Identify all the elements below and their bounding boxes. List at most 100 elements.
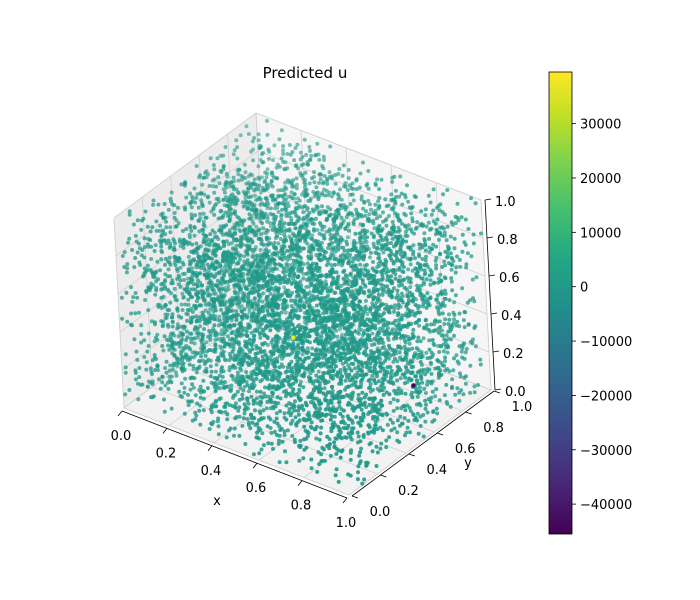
- scatter-point: [159, 241, 164, 246]
- scatter-point: [166, 207, 171, 212]
- scatter-point: [411, 327, 416, 332]
- scatter-point: [281, 323, 286, 328]
- scatter-point: [406, 245, 411, 250]
- scatter-point: [197, 319, 202, 324]
- scatter-point: [381, 322, 386, 327]
- scatter-point: [243, 236, 248, 241]
- scatter-point: [305, 277, 310, 282]
- scatter-point: [273, 245, 278, 250]
- scatter-point: [343, 181, 348, 186]
- scatter-point: [414, 346, 419, 351]
- scatter-point: [195, 291, 200, 296]
- scatter-point: [247, 310, 252, 315]
- scatter-point: [437, 208, 442, 213]
- scatter-point: [218, 246, 223, 251]
- scatter-point: [345, 242, 350, 247]
- scatter-point: [423, 207, 428, 212]
- scatter-point: [204, 366, 209, 371]
- scatter-point: [188, 355, 193, 360]
- scatter-point: [426, 327, 431, 332]
- scatter-point: [227, 233, 232, 238]
- scatter-point: [173, 241, 177, 246]
- scatter-point: [120, 254, 125, 258]
- scatter-point: [205, 349, 209, 354]
- scatter-point: [139, 331, 144, 336]
- scatter-point: [241, 388, 246, 393]
- scatter-point: [265, 250, 270, 255]
- scatter-point: [294, 214, 299, 219]
- scatter-point: [256, 175, 261, 180]
- scatter-point: [264, 295, 269, 299]
- scatter-point: [206, 172, 211, 177]
- scatter-point: [219, 286, 224, 291]
- scatter-point: [163, 278, 168, 283]
- scatter-point: [413, 256, 417, 261]
- scatter-point: [140, 382, 145, 387]
- scatter-point: [186, 403, 191, 408]
- scatter-point: [329, 311, 334, 316]
- scatter-point: [292, 271, 297, 276]
- scatter-point: [329, 263, 334, 268]
- scatter-point: [175, 276, 180, 281]
- scatter-point: [394, 242, 398, 247]
- scatter-point: [252, 136, 257, 140]
- scatter-point: [350, 289, 355, 294]
- scatter-point: [338, 368, 343, 372]
- scatter-point: [442, 393, 447, 398]
- scatter-point: [276, 250, 280, 255]
- scatter-point: [473, 201, 478, 206]
- scatter-point: [258, 197, 263, 202]
- scatter-point: [322, 158, 327, 162]
- scatter-point: [232, 148, 237, 153]
- scatter-point: [213, 203, 217, 208]
- scatter-point: [332, 291, 337, 295]
- scatter-point: [285, 166, 290, 171]
- scatter-point: [402, 372, 407, 377]
- scatter-point: [279, 156, 284, 161]
- scatter-point: [189, 399, 194, 404]
- scatter-point: [294, 176, 299, 181]
- scatter-point: [200, 343, 205, 348]
- scatter-point: [161, 238, 166, 243]
- scatter-point: [402, 381, 407, 386]
- scatter-point: [239, 240, 244, 245]
- scatter-point: [193, 200, 198, 205]
- scatter-point: [155, 368, 160, 372]
- scatter-point: [279, 188, 284, 193]
- scatter-point: [197, 303, 202, 308]
- scatter-point: [156, 277, 161, 282]
- scatter-point: [390, 220, 395, 224]
- scatter-point: [207, 329, 212, 333]
- scatter-point: [415, 411, 420, 416]
- scatter-point: [157, 377, 161, 382]
- scatter-point: [224, 171, 229, 176]
- scatter-point: [321, 166, 326, 171]
- scatter-point: [381, 250, 386, 255]
- scatter-point: [462, 310, 467, 314]
- scatter-point: [452, 312, 457, 317]
- scatter-point: [454, 323, 459, 328]
- scatter-point: [285, 178, 290, 183]
- scatter-point: [379, 398, 384, 403]
- scatter-point: [277, 164, 282, 169]
- scatter-point: [452, 317, 456, 322]
- scatter-point: [164, 315, 169, 320]
- scatter-point: [127, 212, 132, 217]
- scatter-point: [405, 275, 410, 280]
- scatter-point: [367, 368, 372, 373]
- scatter-point: [190, 295, 195, 300]
- scatter-point: [421, 367, 426, 372]
- scatter-point: [446, 344, 451, 349]
- scatter-point: [422, 272, 427, 277]
- scatter-point: [232, 323, 237, 327]
- scatter-point: [133, 256, 138, 260]
- scatter-point: [154, 288, 159, 293]
- scatter-point: [308, 198, 313, 203]
- scatter-point: [423, 318, 428, 323]
- scatter-point: [425, 382, 430, 387]
- scatter-point: [413, 266, 418, 271]
- scatter-point: [388, 372, 393, 376]
- scatter-point: [343, 387, 347, 392]
- scatter-point: [281, 144, 286, 149]
- scatter-point: [463, 242, 468, 247]
